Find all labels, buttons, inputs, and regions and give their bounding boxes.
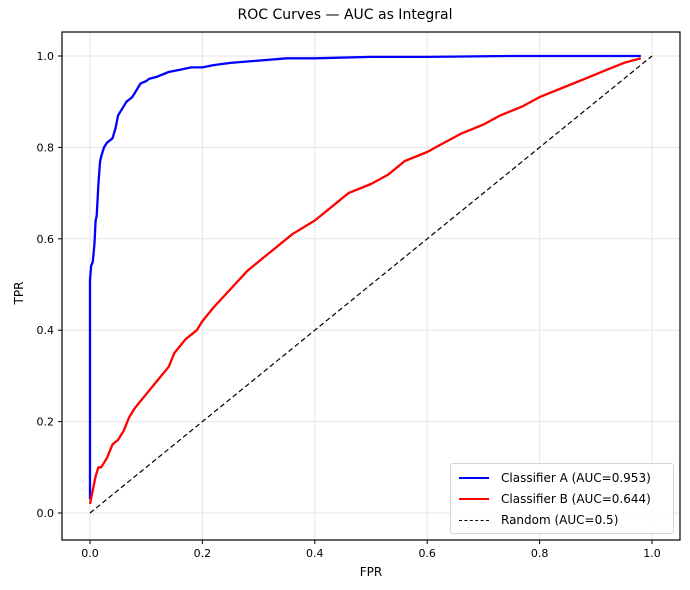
classifier-a-curve [88,54,641,500]
y-axis-label: TPR [12,281,26,305]
legend-item-classifier-b: Classifier B (AUC=0.644) [459,490,651,508]
x-axis-label: FPR [359,565,383,579]
legend-item-classifier-a: Classifier A (AUC=0.953) [459,469,651,487]
x-tick-label: 0.8 [531,547,549,560]
legend-label: Random (AUC=0.5) [501,513,619,527]
legend: Classifier A (AUC=0.953) Classifier B (A… [450,463,674,534]
legend-label: Classifier A (AUC=0.953) [501,471,651,485]
chart-title: ROC Curves — AUC as Integral [237,7,453,23]
y-tick-label: 0.0 [37,507,55,520]
legend-swatch-dashed [459,519,489,521]
y-axis-ticks: 0.0 0.2 0.4 0.6 0.8 1.0 [37,50,62,520]
classifier-b-curve [88,57,642,505]
y-tick-label: 1.0 [37,50,55,63]
legend-swatch-blue [459,477,489,479]
plot-frame [61,31,681,541]
grid-lines [62,32,680,540]
x-tick-label: 0.0 [81,547,99,560]
x-tick-label: 1.0 [643,547,661,560]
y-tick-label: 0.8 [37,141,55,154]
legend-item-random: Random (AUC=0.5) [459,511,618,529]
x-tick-label: 0.2 [194,547,212,560]
x-axis-ticks: 0.0 0.2 0.4 0.6 0.8 1.0 [81,540,661,560]
random-baseline-line [89,55,653,514]
plot-series [88,54,653,514]
x-tick-label: 0.6 [418,547,436,560]
y-tick-label: 0.4 [37,324,55,337]
y-tick-label: 0.2 [37,416,55,429]
legend-swatch-red [459,498,489,500]
x-tick-label: 0.4 [306,547,324,560]
legend-label: Classifier B (AUC=0.644) [501,492,651,506]
y-tick-label: 0.6 [37,233,55,246]
